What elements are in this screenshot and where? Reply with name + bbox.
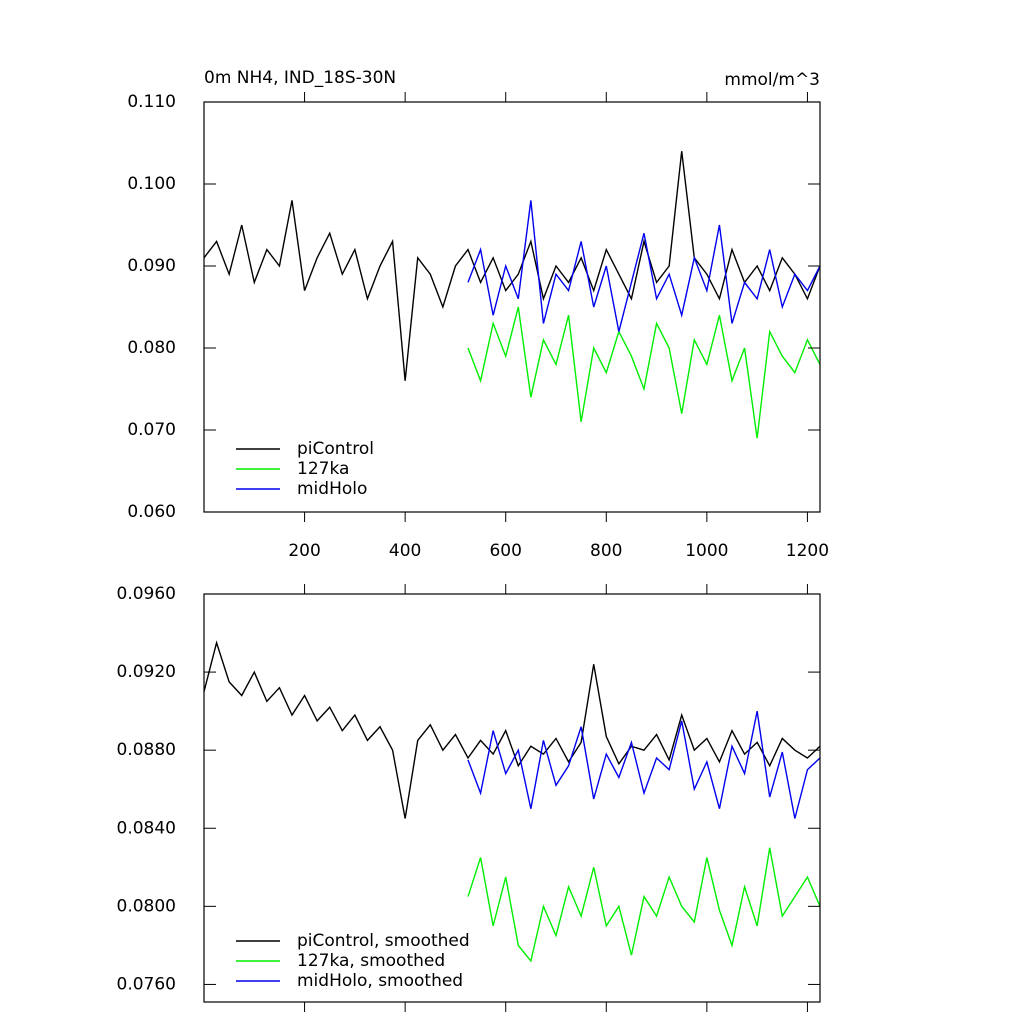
y-tick-label: 0.100 (127, 174, 176, 194)
chart-title: 0m NH4, IND_18S-30N (204, 68, 396, 88)
y-tick-label: 0.0760 (117, 974, 176, 994)
y-tick-label: 0.110 (127, 92, 176, 112)
x-tick-label: 200 (288, 541, 320, 561)
legend-label: piControl, smoothed (297, 931, 470, 951)
data-line (467, 710, 821, 819)
y-tick-label: 0.0840 (117, 818, 176, 838)
data-line (203, 640, 821, 819)
legend-label: 127ka (297, 459, 349, 479)
y-tick-label: 0.080 (127, 338, 176, 358)
x-tick-label: 600 (489, 541, 521, 561)
x-tick-label: 1000 (685, 541, 728, 561)
data-line (203, 151, 821, 381)
legend-label: piControl (297, 439, 374, 459)
legend-label: 127ka, smoothed (297, 951, 445, 971)
x-tick-label: 1200 (786, 541, 829, 561)
data-line (467, 200, 821, 332)
legend-label: midHolo, smoothed (297, 971, 463, 991)
y-tick-label: 0.0920 (117, 662, 176, 682)
x-tick-label: 400 (389, 541, 421, 561)
units-label: mmol/m^3 (724, 70, 820, 90)
data-line (467, 847, 821, 963)
y-tick-label: 0.0880 (117, 740, 176, 760)
y-tick-label: 0.0960 (117, 584, 176, 604)
y-tick-label: 0.070 (127, 420, 176, 440)
data-line (467, 306, 821, 439)
plot-frame (203, 101, 821, 513)
plot-frame (203, 593, 821, 1003)
y-tick-label: 0.090 (127, 256, 176, 276)
legend-label: midHolo (297, 479, 367, 499)
y-tick-label: 0.0800 (117, 896, 176, 916)
x-tick-label: 800 (590, 541, 622, 561)
y-tick-label: 0.060 (127, 502, 176, 522)
